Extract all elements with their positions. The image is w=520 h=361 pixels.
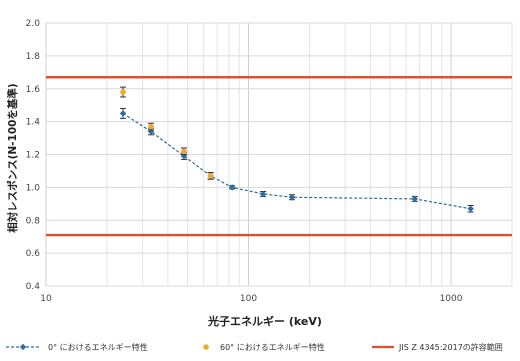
grid-lines <box>45 22 513 287</box>
x-tick-label: 10 <box>40 294 52 304</box>
data-series <box>119 86 474 213</box>
y-tick-labels: 0.4 0.6 0.8 1.0 1.2 1.4 1.6 1.8 2.0 <box>26 19 41 292</box>
series-1 <box>119 86 214 180</box>
legend-marker <box>203 344 209 350</box>
data-point <box>207 173 214 179</box>
y-tick-label: 2.0 <box>26 19 41 29</box>
data-point <box>411 195 418 203</box>
y-tick-label: 1.2 <box>26 151 40 161</box>
data-point <box>119 110 127 117</box>
y-tick-label: 1.0 <box>26 183 41 193</box>
data-point <box>288 194 296 201</box>
y-tick-label: 1.6 <box>26 85 41 95</box>
data-point <box>228 184 236 191</box>
data-point <box>259 190 267 198</box>
x-tick-labels: 10 100 1000 <box>40 294 462 304</box>
y-tick-label: 0.6 <box>26 249 41 259</box>
acceptable-range-lines <box>46 76 512 237</box>
legend-label: JIS Z 4345:2017の許容範囲 <box>398 342 503 352</box>
legend: 0° におけるエネルギー特性 60° におけるエネルギー特性 JIS Z 4345:… <box>6 342 503 352</box>
legend-marker <box>19 343 27 351</box>
legend-label: 60° におけるエネルギー特性 <box>220 342 325 352</box>
y-axis-title: 相対レスポンス(N-100を基準) <box>6 83 19 232</box>
y-tick-label: 0.8 <box>26 216 41 226</box>
y-tick-label: 0.4 <box>26 282 41 292</box>
data-point <box>148 123 154 130</box>
legend-label: 0° におけるエネルギー特性 <box>48 342 148 352</box>
x-axis-title: 光子エネルギー (keV) <box>207 314 322 328</box>
data-point <box>120 89 126 95</box>
data-point <box>181 148 187 155</box>
y-tick-label: 1.4 <box>26 118 41 128</box>
data-point <box>467 205 474 212</box>
y-tick-label: 1.8 <box>26 52 41 62</box>
x-tick-label: 1000 <box>440 294 463 304</box>
x-tick-label: 100 <box>240 294 257 304</box>
